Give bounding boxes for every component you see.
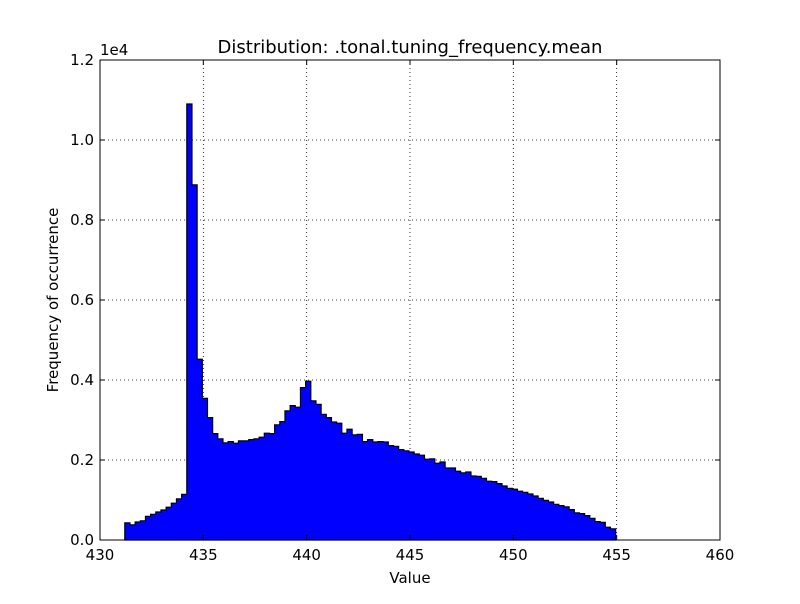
x-axis-label: Value bbox=[389, 569, 430, 587]
y-axis-offset-label: 1e4 bbox=[100, 41, 128, 59]
y-tick-label: 1.2 bbox=[70, 51, 94, 69]
y-tick-label: 0.0 bbox=[70, 531, 94, 549]
histogram-fill bbox=[124, 104, 616, 540]
chart-title: Distribution: .tonal.tuning_frequency.me… bbox=[218, 37, 603, 58]
x-tick-label: 430 bbox=[86, 546, 115, 564]
y-tick-label: 0.2 bbox=[70, 451, 94, 469]
x-tick-label: 435 bbox=[189, 546, 218, 564]
y-tick-label: 0.8 bbox=[70, 211, 94, 229]
y-axis-label: Frequency of occurrence bbox=[44, 208, 62, 393]
axis-ticks: 430 435 440 445 450 455 460 0.0 0.2 0.4 0.6 0.8 1.0 1… bbox=[70, 51, 734, 564]
grid-lines bbox=[100, 60, 720, 540]
y-tick-label: 0.4 bbox=[70, 371, 94, 389]
x-tick-label: 440 bbox=[292, 546, 321, 564]
x-tick-label: 455 bbox=[602, 546, 631, 564]
x-tick-label: 460 bbox=[706, 546, 735, 564]
y-tick-label: 0.6 bbox=[70, 291, 94, 309]
histogram-outline bbox=[124, 103, 617, 541]
x-tick-label: 445 bbox=[396, 546, 425, 564]
y-tick-label: 1.0 bbox=[70, 131, 94, 149]
x-tick-label: 450 bbox=[499, 546, 528, 564]
